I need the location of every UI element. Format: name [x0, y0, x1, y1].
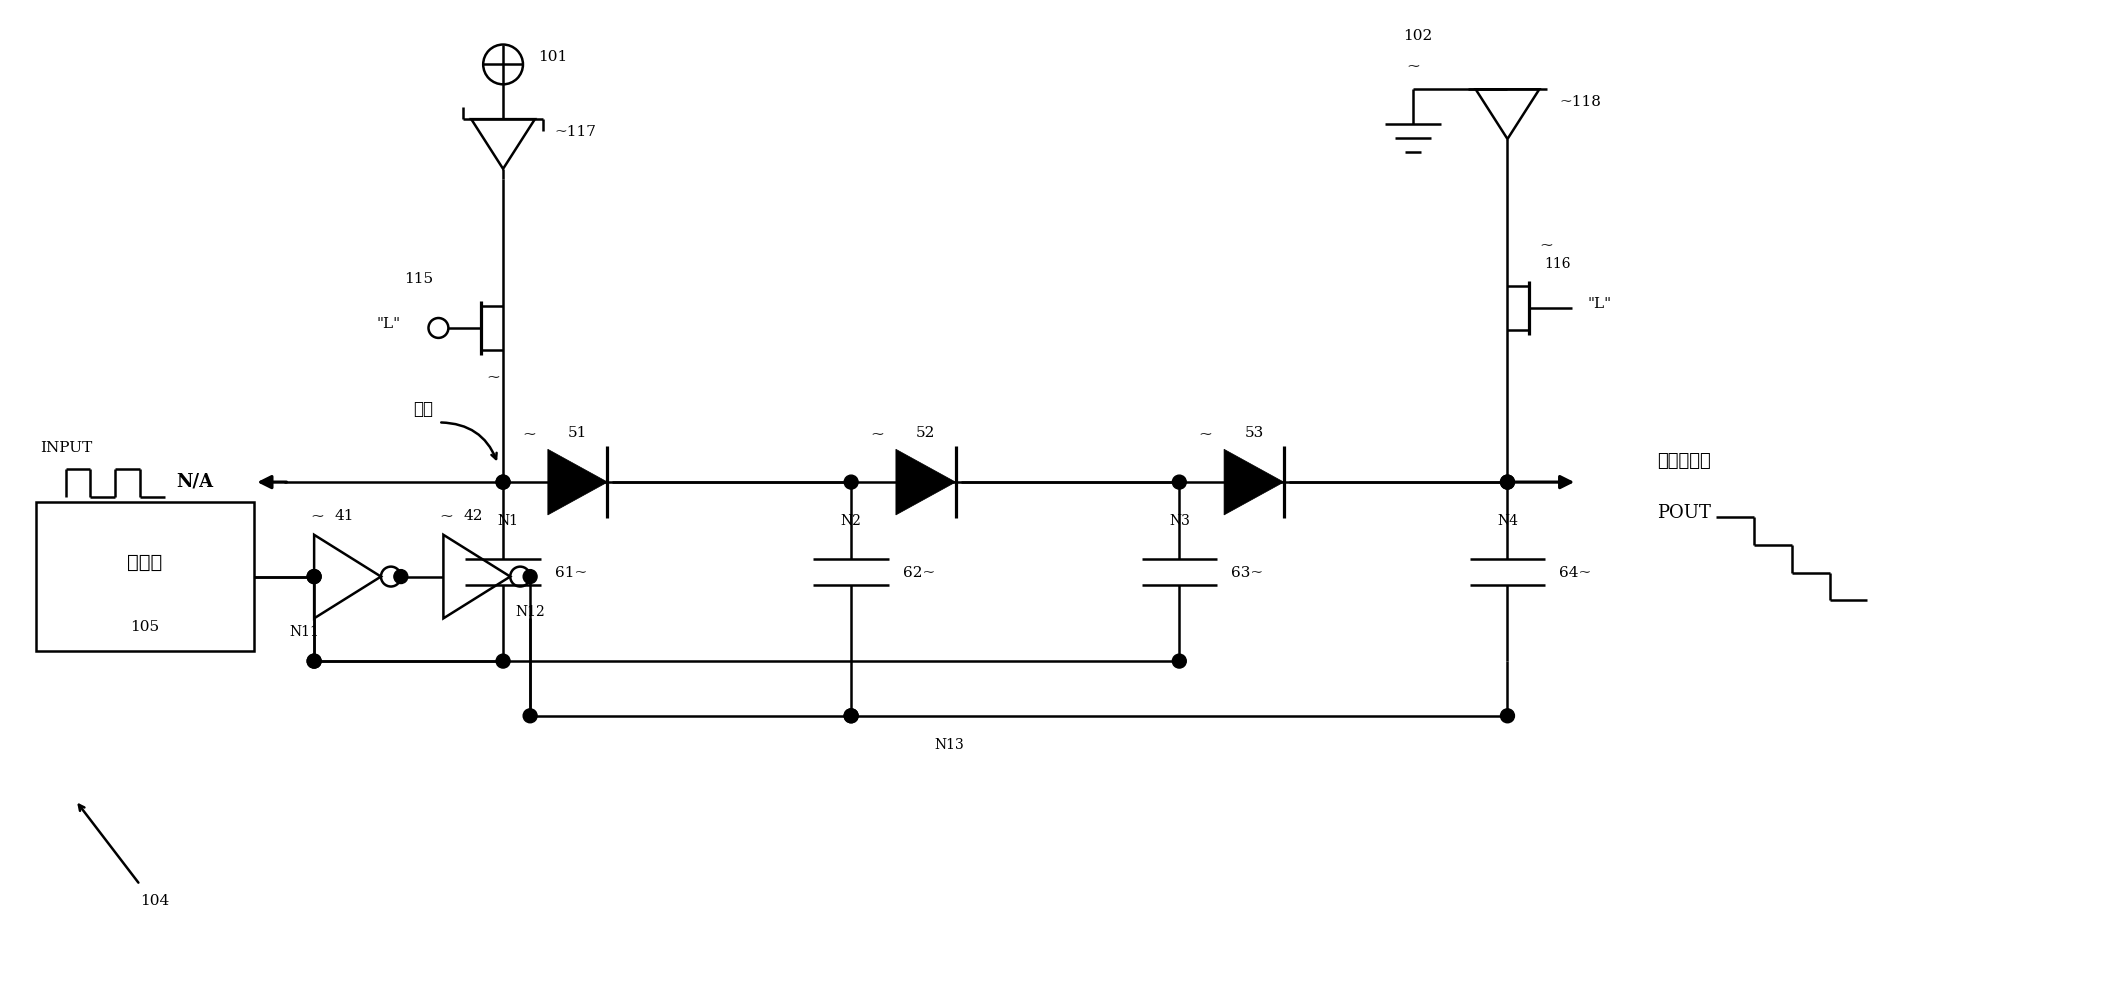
Text: 64~: 64~ — [1560, 565, 1592, 579]
Circle shape — [1172, 654, 1186, 668]
Polygon shape — [1224, 450, 1283, 515]
Circle shape — [308, 654, 321, 668]
Text: INPUT: INPUT — [40, 441, 93, 455]
Text: ~: ~ — [486, 368, 500, 385]
Text: 102: 102 — [1404, 29, 1433, 42]
Circle shape — [395, 570, 407, 584]
Text: ~: ~ — [1199, 425, 1212, 442]
Text: 充电: 充电 — [414, 399, 433, 417]
Circle shape — [1501, 709, 1514, 723]
Circle shape — [308, 654, 321, 668]
Text: N3: N3 — [1169, 513, 1191, 527]
Text: ~: ~ — [1539, 235, 1554, 253]
Text: ~: ~ — [521, 425, 536, 442]
Text: ~: ~ — [439, 507, 454, 524]
Circle shape — [496, 654, 511, 668]
Text: 104: 104 — [141, 893, 169, 907]
Circle shape — [524, 709, 536, 723]
Text: N1: N1 — [498, 513, 519, 527]
Text: ~: ~ — [1406, 57, 1421, 74]
Text: ~: ~ — [310, 507, 325, 524]
Circle shape — [844, 476, 857, 490]
Text: "L": "L" — [376, 317, 401, 331]
Text: 41: 41 — [334, 508, 355, 522]
Circle shape — [308, 570, 321, 584]
Text: 115: 115 — [405, 272, 433, 286]
Polygon shape — [549, 450, 608, 515]
Text: ~117: ~117 — [555, 125, 597, 139]
Text: "L": "L" — [1587, 297, 1611, 311]
Text: N13: N13 — [935, 736, 965, 750]
Text: ~118: ~118 — [1560, 95, 1600, 109]
Text: 63~: 63~ — [1231, 565, 1262, 579]
Circle shape — [496, 476, 511, 490]
Text: N4: N4 — [1497, 513, 1518, 527]
Text: POUT: POUT — [1657, 503, 1710, 521]
Text: ~: ~ — [870, 425, 885, 442]
Text: 53: 53 — [1243, 426, 1264, 440]
Circle shape — [496, 476, 511, 490]
Polygon shape — [895, 450, 956, 515]
FancyBboxPatch shape — [36, 502, 255, 651]
Circle shape — [524, 570, 536, 584]
Circle shape — [308, 570, 321, 584]
Circle shape — [1172, 476, 1186, 490]
Text: 振荡器: 振荡器 — [127, 553, 163, 571]
Circle shape — [1501, 476, 1514, 490]
Text: N12: N12 — [515, 605, 545, 619]
Text: 61~: 61~ — [555, 565, 587, 579]
Circle shape — [844, 709, 857, 723]
Text: 105: 105 — [131, 619, 160, 633]
Text: N2: N2 — [840, 513, 861, 527]
Circle shape — [1501, 476, 1514, 490]
Circle shape — [844, 709, 857, 723]
Text: N11: N11 — [289, 624, 319, 638]
Text: 116: 116 — [1545, 258, 1571, 272]
Text: 101: 101 — [538, 50, 568, 64]
Text: 51: 51 — [568, 426, 587, 440]
Text: 52: 52 — [916, 426, 935, 440]
Text: 正电压输出: 正电压输出 — [1657, 452, 1710, 470]
Text: N/A: N/A — [175, 472, 213, 490]
Text: 42: 42 — [464, 508, 483, 522]
Text: 62~: 62~ — [904, 565, 935, 579]
